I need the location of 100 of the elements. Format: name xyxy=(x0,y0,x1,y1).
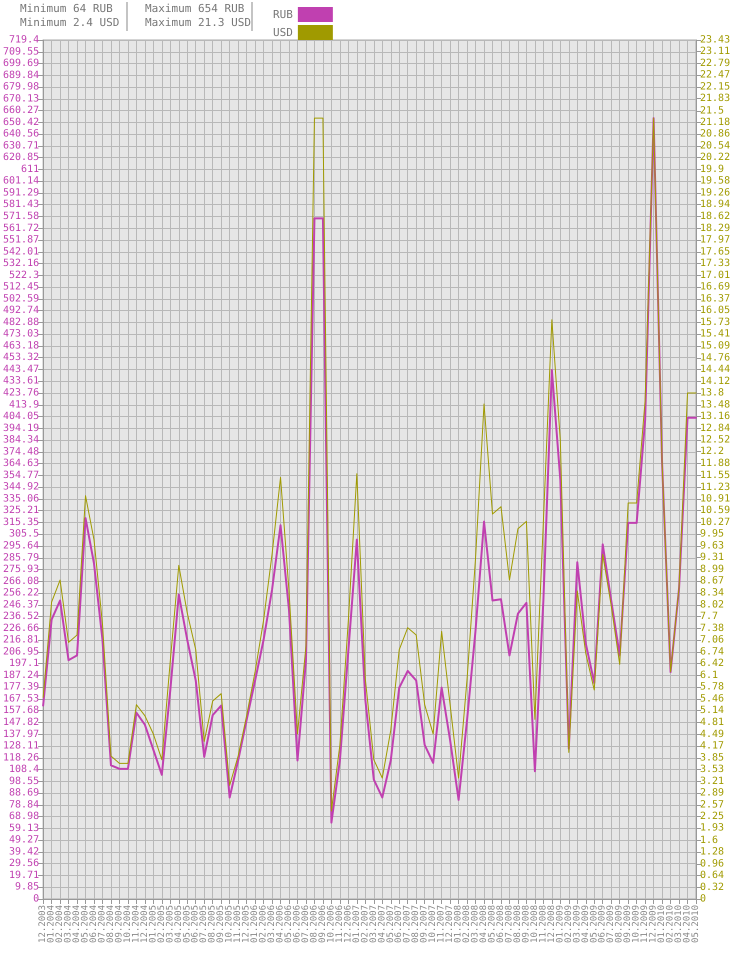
y2-tick-label: 3.85 xyxy=(700,752,724,764)
x-tick-label: 11.2007 xyxy=(436,905,447,943)
y2-tick-label: 18.62 xyxy=(700,210,730,222)
y-tick-label: 226.66 xyxy=(3,622,40,634)
y-tick-label: 522.3 xyxy=(9,270,40,281)
x-tick-label: 12.2003 xyxy=(38,905,48,943)
x-tick-label: 09.2007 xyxy=(420,905,430,943)
legend-label: RUB xyxy=(272,8,294,21)
y-tick-label: 285.79 xyxy=(3,552,40,564)
y2-tick-label: 23.43 xyxy=(700,34,730,46)
y-tick-label: 315.35 xyxy=(3,516,40,528)
y-tick-label: 354.77 xyxy=(3,470,40,481)
x-tick-label: 11.2009 xyxy=(640,905,650,943)
y2-tick-label: 14.12 xyxy=(700,376,730,387)
x-tick-label: 06.2007 xyxy=(394,905,404,943)
x-tick-label: 10.2006 xyxy=(326,905,336,943)
y-tick-label: 364.63 xyxy=(3,458,40,470)
x-tick-label: 04.2004 xyxy=(72,905,82,943)
y-tick-label: 266.08 xyxy=(3,576,40,587)
y2-tick-label: 13.16 xyxy=(700,411,730,422)
y-tick-label: 581.43 xyxy=(3,199,40,210)
y-tick-label: 394.19 xyxy=(3,422,40,434)
y2-tick-label: 9.95 xyxy=(700,528,724,540)
y2-tick-label: 8.34 xyxy=(700,588,724,599)
y2-tick-label: 8.99 xyxy=(700,564,724,575)
y-tick-label: 78.84 xyxy=(9,799,40,810)
y-tick-label: 68.98 xyxy=(9,811,40,822)
legend-label: USD xyxy=(272,26,293,39)
x-tick-label: 06.2006 xyxy=(292,905,302,943)
x-tick-label: 12.2006 xyxy=(343,905,354,943)
y2-tick-label: 16.05 xyxy=(700,305,730,316)
y-tick-label: 216.81 xyxy=(3,634,40,646)
x-tick-label: 01.2009 xyxy=(555,905,566,943)
y2-tick-label: 11.88 xyxy=(700,458,730,469)
x-tick-label: 05.2009 xyxy=(589,905,600,943)
y2-tick-label: 10.27 xyxy=(700,516,730,528)
y2-tick-label: 14.76 xyxy=(700,352,730,364)
y-tick-label: 157.68 xyxy=(3,705,40,716)
y-tick-label: 29.56 xyxy=(9,858,40,870)
y2-tick-label: 17.97 xyxy=(700,234,730,246)
x-tick-label: 06.2005 xyxy=(190,905,201,943)
y2-tick-label: 5.14 xyxy=(700,705,724,716)
y-tick-label: 591.29 xyxy=(3,187,40,198)
y-tick-label: 128.11 xyxy=(3,740,40,752)
y2-tick-label: 22.47 xyxy=(700,70,730,81)
y-tick-label: 689.84 xyxy=(3,70,40,81)
x-tick-label: 04.2008 xyxy=(479,905,490,943)
y2-tick-label: 4.49 xyxy=(700,728,724,740)
y2-tick-label: 19.26 xyxy=(700,187,730,198)
y-tick-label: 88.69 xyxy=(9,788,40,799)
y-tick-label: 256.22 xyxy=(3,588,40,599)
x-tick-label: 08.2006 xyxy=(309,905,320,943)
x-tick-label: 05.2008 xyxy=(488,905,498,943)
y-tick-label: 699.69 xyxy=(3,58,40,70)
y-tick-label: 305.5 xyxy=(9,528,40,540)
y-tick-label: 719.4 xyxy=(9,34,40,46)
y2-tick-label: 12.2 xyxy=(700,446,724,458)
x-tick-label: 05.2007 xyxy=(386,905,396,943)
x-tick-label: 10.2009 xyxy=(632,905,642,943)
y-tick-label: 640.56 xyxy=(3,128,40,140)
x-tick-label: 03.2006 xyxy=(267,905,278,943)
y2-tick-label: 7.7 xyxy=(700,611,718,622)
y2-tick-label: 4.81 xyxy=(700,717,724,728)
y2-tick-label: 10.59 xyxy=(700,505,730,516)
y2-tick-label: 9.31 xyxy=(700,552,724,564)
y2-tick-label: 14.44 xyxy=(700,364,730,376)
y-tick-label: 167.53 xyxy=(3,693,40,704)
y-tick-label: 453.32 xyxy=(3,352,40,364)
x-tick-label: 11.2005 xyxy=(233,905,244,943)
x-tick-label: 04.2006 xyxy=(276,905,286,943)
x-tick-label: 08.2007 xyxy=(411,905,422,943)
y2-tick-label: 15.73 xyxy=(700,316,730,328)
y2-tick-label: 7.38 xyxy=(700,622,724,634)
y-tick-label: 118.26 xyxy=(3,752,40,764)
y-tick-label: 650.42 xyxy=(3,116,40,128)
x-tick-label: 12.2009 xyxy=(648,905,659,943)
y-tick-label: 108.4 xyxy=(9,764,40,776)
x-tick-label: 09.2004 xyxy=(114,905,124,943)
x-tick-label: 11.2006 xyxy=(334,905,345,943)
y-tick-label: 246.37 xyxy=(3,599,40,610)
x-tick-label: 07.2008 xyxy=(504,905,514,943)
y-tick-label: 374.48 xyxy=(3,446,40,458)
y-tick-label: 709.55 xyxy=(3,46,40,58)
x-tick-label: 04.2005 xyxy=(174,905,184,943)
x-tick-label: 08.2009 xyxy=(614,905,625,943)
y2-tick-label: 17.01 xyxy=(700,270,730,281)
text: Maximum 654 RUB xyxy=(145,2,245,15)
y-tick-label: 147.82 xyxy=(3,716,40,728)
x-tick-label: 06.2008 xyxy=(496,905,506,943)
x-tick-label: 09.2006 xyxy=(318,905,328,943)
y-tick-label: 177.39 xyxy=(3,682,40,693)
y-tick-label: 463.18 xyxy=(3,340,40,352)
y2-tick-label: 0.32 xyxy=(700,882,724,893)
x-tick-label: 11.2004 xyxy=(131,905,142,943)
y2-tick-label: 15.09 xyxy=(700,340,730,352)
x-tick-label: 03.2005 xyxy=(165,905,176,943)
x-tick-label: 02.2004 xyxy=(55,905,66,943)
y2-tick-label: 2.89 xyxy=(700,788,724,799)
y2-tick-label: 6.1 xyxy=(700,670,718,681)
y-tick-label: 49.27 xyxy=(9,834,40,846)
